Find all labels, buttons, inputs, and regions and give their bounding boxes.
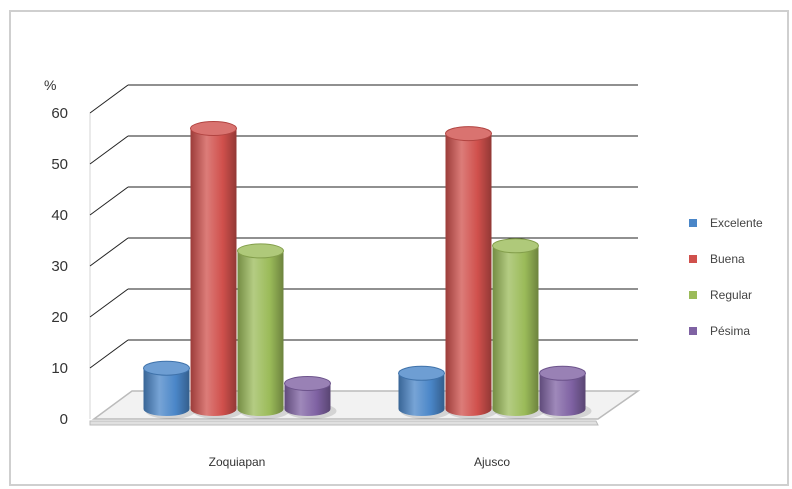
legend-item: Excelente — [689, 216, 763, 230]
y-tick-label: 0 — [60, 411, 68, 428]
legend: Excelente Buena Regular Pésima — [689, 216, 763, 338]
legend-item: Regular — [689, 288, 752, 302]
legend-swatch — [689, 327, 697, 335]
gridline-diagonal-20 — [89, 288, 129, 318]
y-tick-label: 60 — [51, 105, 68, 122]
bar-excelente-ajusco — [398, 365, 451, 419]
gridline-diagonal-50 — [89, 135, 129, 165]
gridline-diagonal-40 — [89, 186, 129, 216]
y-tick-label: 30 — [51, 258, 68, 275]
bar-regular-ajusco — [492, 238, 545, 419]
x-category-label: Ajusco — [474, 455, 510, 469]
y-axis-ticks: 0 10 20 30 40 50 60 — [51, 105, 68, 428]
floor-edge — [89, 420, 599, 426]
gridlines — [89, 84, 638, 369]
legend-label: Pésima — [710, 324, 750, 338]
x-category-label: Zoquiapan — [209, 455, 266, 469]
legend-label: Buena — [710, 252, 745, 266]
bar-excelente-zoquiapan — [143, 360, 196, 419]
bar-regular-zoquiapan — [237, 243, 290, 419]
legend-label: Regular — [710, 288, 752, 302]
bars — [143, 121, 592, 419]
bar-pésima-ajusco — [539, 365, 592, 419]
x-axis-category-labels: Zoquiapan Ajusco — [209, 455, 511, 469]
y-tick-label: 40 — [51, 207, 68, 224]
bar-buena-ajusco — [445, 126, 498, 419]
legend-item: Buena — [689, 252, 745, 266]
y-axis-unit-label: % — [44, 77, 56, 93]
y-tick-label: 20 — [51, 309, 68, 326]
legend-swatch — [689, 255, 697, 263]
bar-buena-zoquiapan — [190, 121, 243, 419]
legend-item: Pésima — [689, 324, 750, 338]
bar-pésima-zoquiapan — [284, 376, 337, 419]
y-tick-label: 10 — [51, 360, 68, 377]
legend-label: Excelente — [710, 216, 763, 230]
gridline-diagonal-10 — [89, 339, 129, 369]
y-tick-label: 50 — [51, 156, 68, 173]
legend-swatch — [689, 219, 697, 227]
legend-swatch — [689, 291, 697, 299]
gridline-diagonal-60 — [89, 84, 129, 114]
gridline-diagonal-30 — [89, 237, 129, 267]
